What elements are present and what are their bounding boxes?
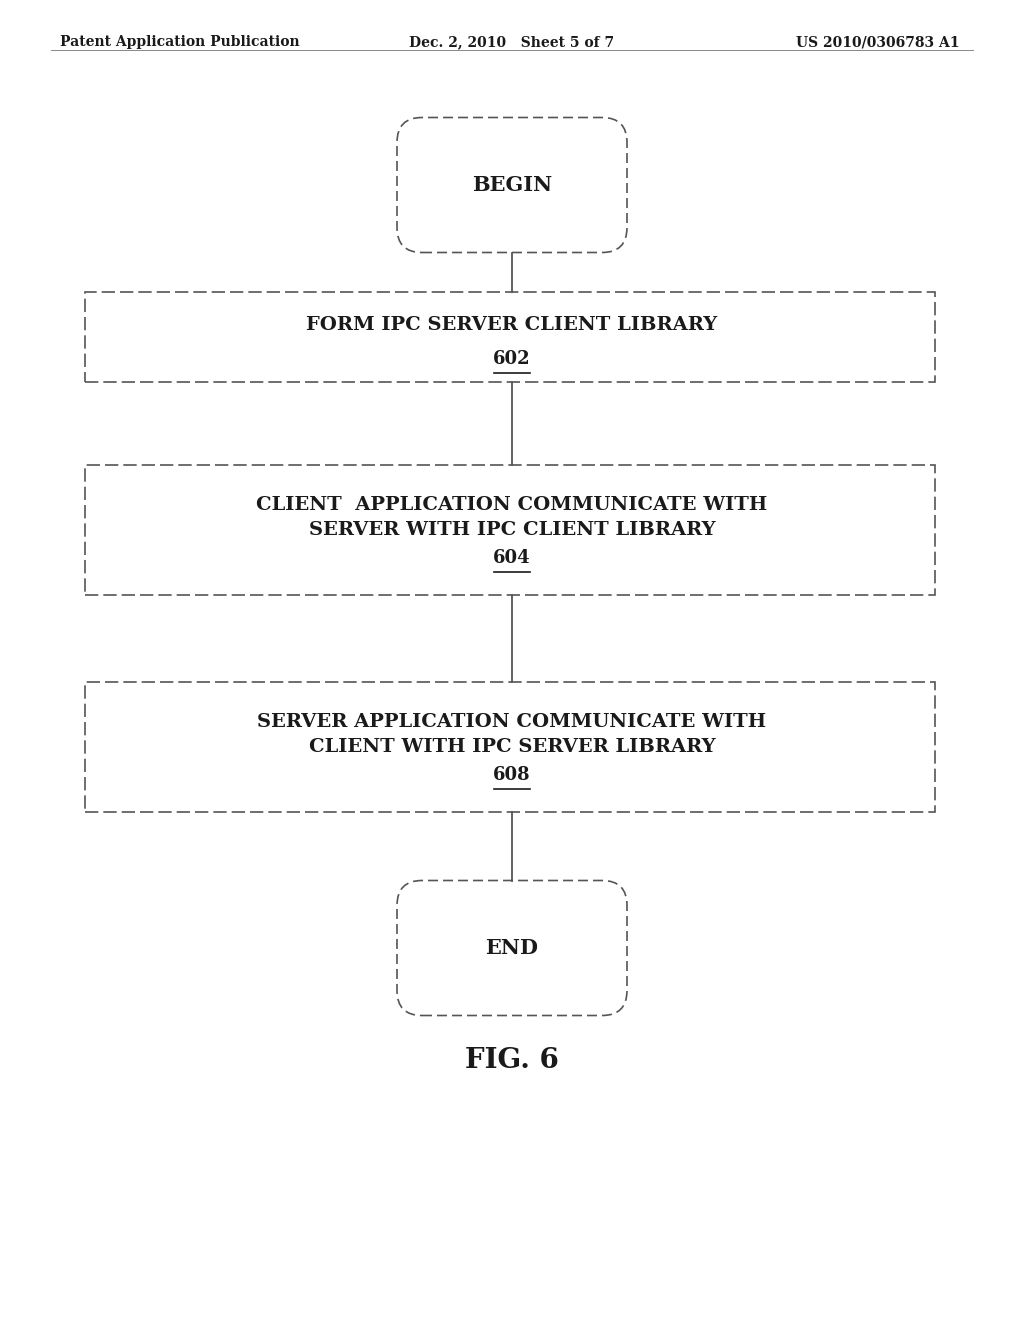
Text: Dec. 2, 2010   Sheet 5 of 7: Dec. 2, 2010 Sheet 5 of 7	[410, 36, 614, 49]
FancyBboxPatch shape	[397, 117, 627, 252]
Text: 608: 608	[494, 766, 530, 784]
Bar	[85, 292, 935, 381]
Text: FIG. 6: FIG. 6	[465, 1047, 559, 1073]
Text: SERVER APPLICATION COMMUNICATE WITH: SERVER APPLICATION COMMUNICATE WITH	[257, 713, 767, 731]
Text: END: END	[485, 939, 539, 958]
Text: US 2010/0306783 A1: US 2010/0306783 A1	[797, 36, 961, 49]
FancyBboxPatch shape	[397, 880, 627, 1015]
Text: Patent Application Publication: Patent Application Publication	[60, 36, 300, 49]
Text: SERVER WITH IPC CLIENT LIBRARY: SERVER WITH IPC CLIENT LIBRARY	[308, 521, 716, 539]
Text: BEGIN: BEGIN	[472, 176, 552, 195]
Text: CLIENT  APPLICATION COMMUNICATE WITH: CLIENT APPLICATION COMMUNICATE WITH	[256, 496, 768, 513]
Bar	[85, 465, 935, 595]
Text: 604: 604	[494, 549, 530, 568]
Bar	[85, 682, 935, 812]
Text: FORM IPC SERVER CLIENT LIBRARY: FORM IPC SERVER CLIENT LIBRARY	[306, 315, 718, 334]
Text: CLIENT WITH IPC SERVER LIBRARY: CLIENT WITH IPC SERVER LIBRARY	[308, 738, 716, 756]
Text: 602: 602	[494, 350, 530, 368]
